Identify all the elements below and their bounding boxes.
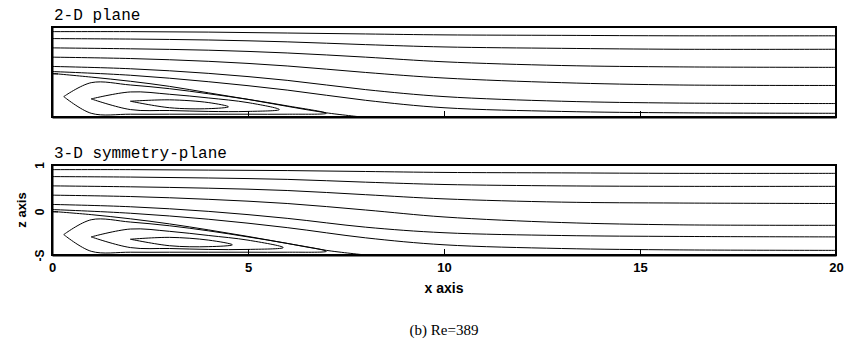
tick-label: 5 <box>245 260 252 275</box>
tick-mark <box>52 117 58 118</box>
tick: 5 <box>245 249 252 275</box>
z-axis <box>52 28 58 118</box>
streamline <box>52 211 366 255</box>
streamline <box>52 204 836 236</box>
tick-mark <box>52 165 58 166</box>
streamline <box>52 195 836 225</box>
x-axis-title: x axis <box>425 280 464 296</box>
streamline <box>52 39 836 50</box>
tick-mark <box>444 111 445 117</box>
streamline <box>52 170 836 174</box>
tick: 15 <box>633 249 647 275</box>
tick-label: 10 <box>437 260 451 275</box>
tick: -S <box>33 250 58 262</box>
streamline <box>52 48 836 67</box>
streamlines <box>52 32 836 117</box>
streamline <box>52 186 836 204</box>
tick <box>248 111 249 117</box>
streamline <box>91 92 279 112</box>
streamline <box>130 100 228 109</box>
tick-label: -S <box>33 250 47 262</box>
plot-frame <box>52 165 836 255</box>
streamline <box>91 229 283 250</box>
streamline <box>64 82 327 115</box>
tick-label: 20 <box>829 260 843 275</box>
x-axis <box>53 111 837 118</box>
tick-mark <box>836 111 837 117</box>
axis-line <box>52 166 54 256</box>
tick-mark <box>52 255 58 256</box>
streamline <box>52 73 362 117</box>
tick-mark <box>640 249 641 255</box>
streamline <box>52 32 836 36</box>
panel: 2-D plane <box>52 7 837 118</box>
tick-mark <box>444 249 445 255</box>
caption: (b) Re=389 <box>410 322 479 339</box>
tick-mark <box>248 111 249 117</box>
tick-mark <box>248 249 249 255</box>
tick-label: 0 <box>33 208 47 215</box>
streamline <box>52 210 836 251</box>
axis-line <box>52 28 54 118</box>
streamline <box>52 72 836 114</box>
tick-mark <box>836 249 837 255</box>
tick <box>836 111 837 117</box>
tick-mark <box>52 27 58 28</box>
z-axis-title: z axis <box>14 192 29 227</box>
tick: 0 <box>33 208 58 215</box>
streamline <box>52 66 836 103</box>
tick-mark <box>640 111 641 117</box>
tick <box>444 111 445 117</box>
tick <box>52 27 58 28</box>
streamline <box>52 57 836 85</box>
z-axis: -S 0 1 <box>33 162 58 262</box>
tick <box>52 117 58 118</box>
panel-title: 3-D symmetry-plane <box>54 145 227 163</box>
tick-mark <box>52 73 58 74</box>
tick: 20 <box>829 249 843 275</box>
tick <box>640 111 641 117</box>
plot-frame <box>52 27 836 117</box>
tick-mark <box>52 211 58 212</box>
streamline <box>64 219 327 253</box>
tick <box>52 73 58 74</box>
x-axis: 0 5 10 15 20 <box>49 249 844 275</box>
panel-title: 2-D plane <box>54 7 140 25</box>
tick: 10 <box>437 249 451 275</box>
streamline <box>52 177 836 187</box>
tick-label: 0 <box>49 260 56 275</box>
panel: 05101520-S013-D symmetry-planex axisz ax… <box>14 145 844 339</box>
tick-label: 1 <box>33 162 47 169</box>
streamlines <box>52 170 836 255</box>
tick-label: 15 <box>633 260 647 275</box>
figure: 2-D plane05101520-S013-D symmetry-planex… <box>0 0 847 353</box>
streamline <box>130 237 232 246</box>
